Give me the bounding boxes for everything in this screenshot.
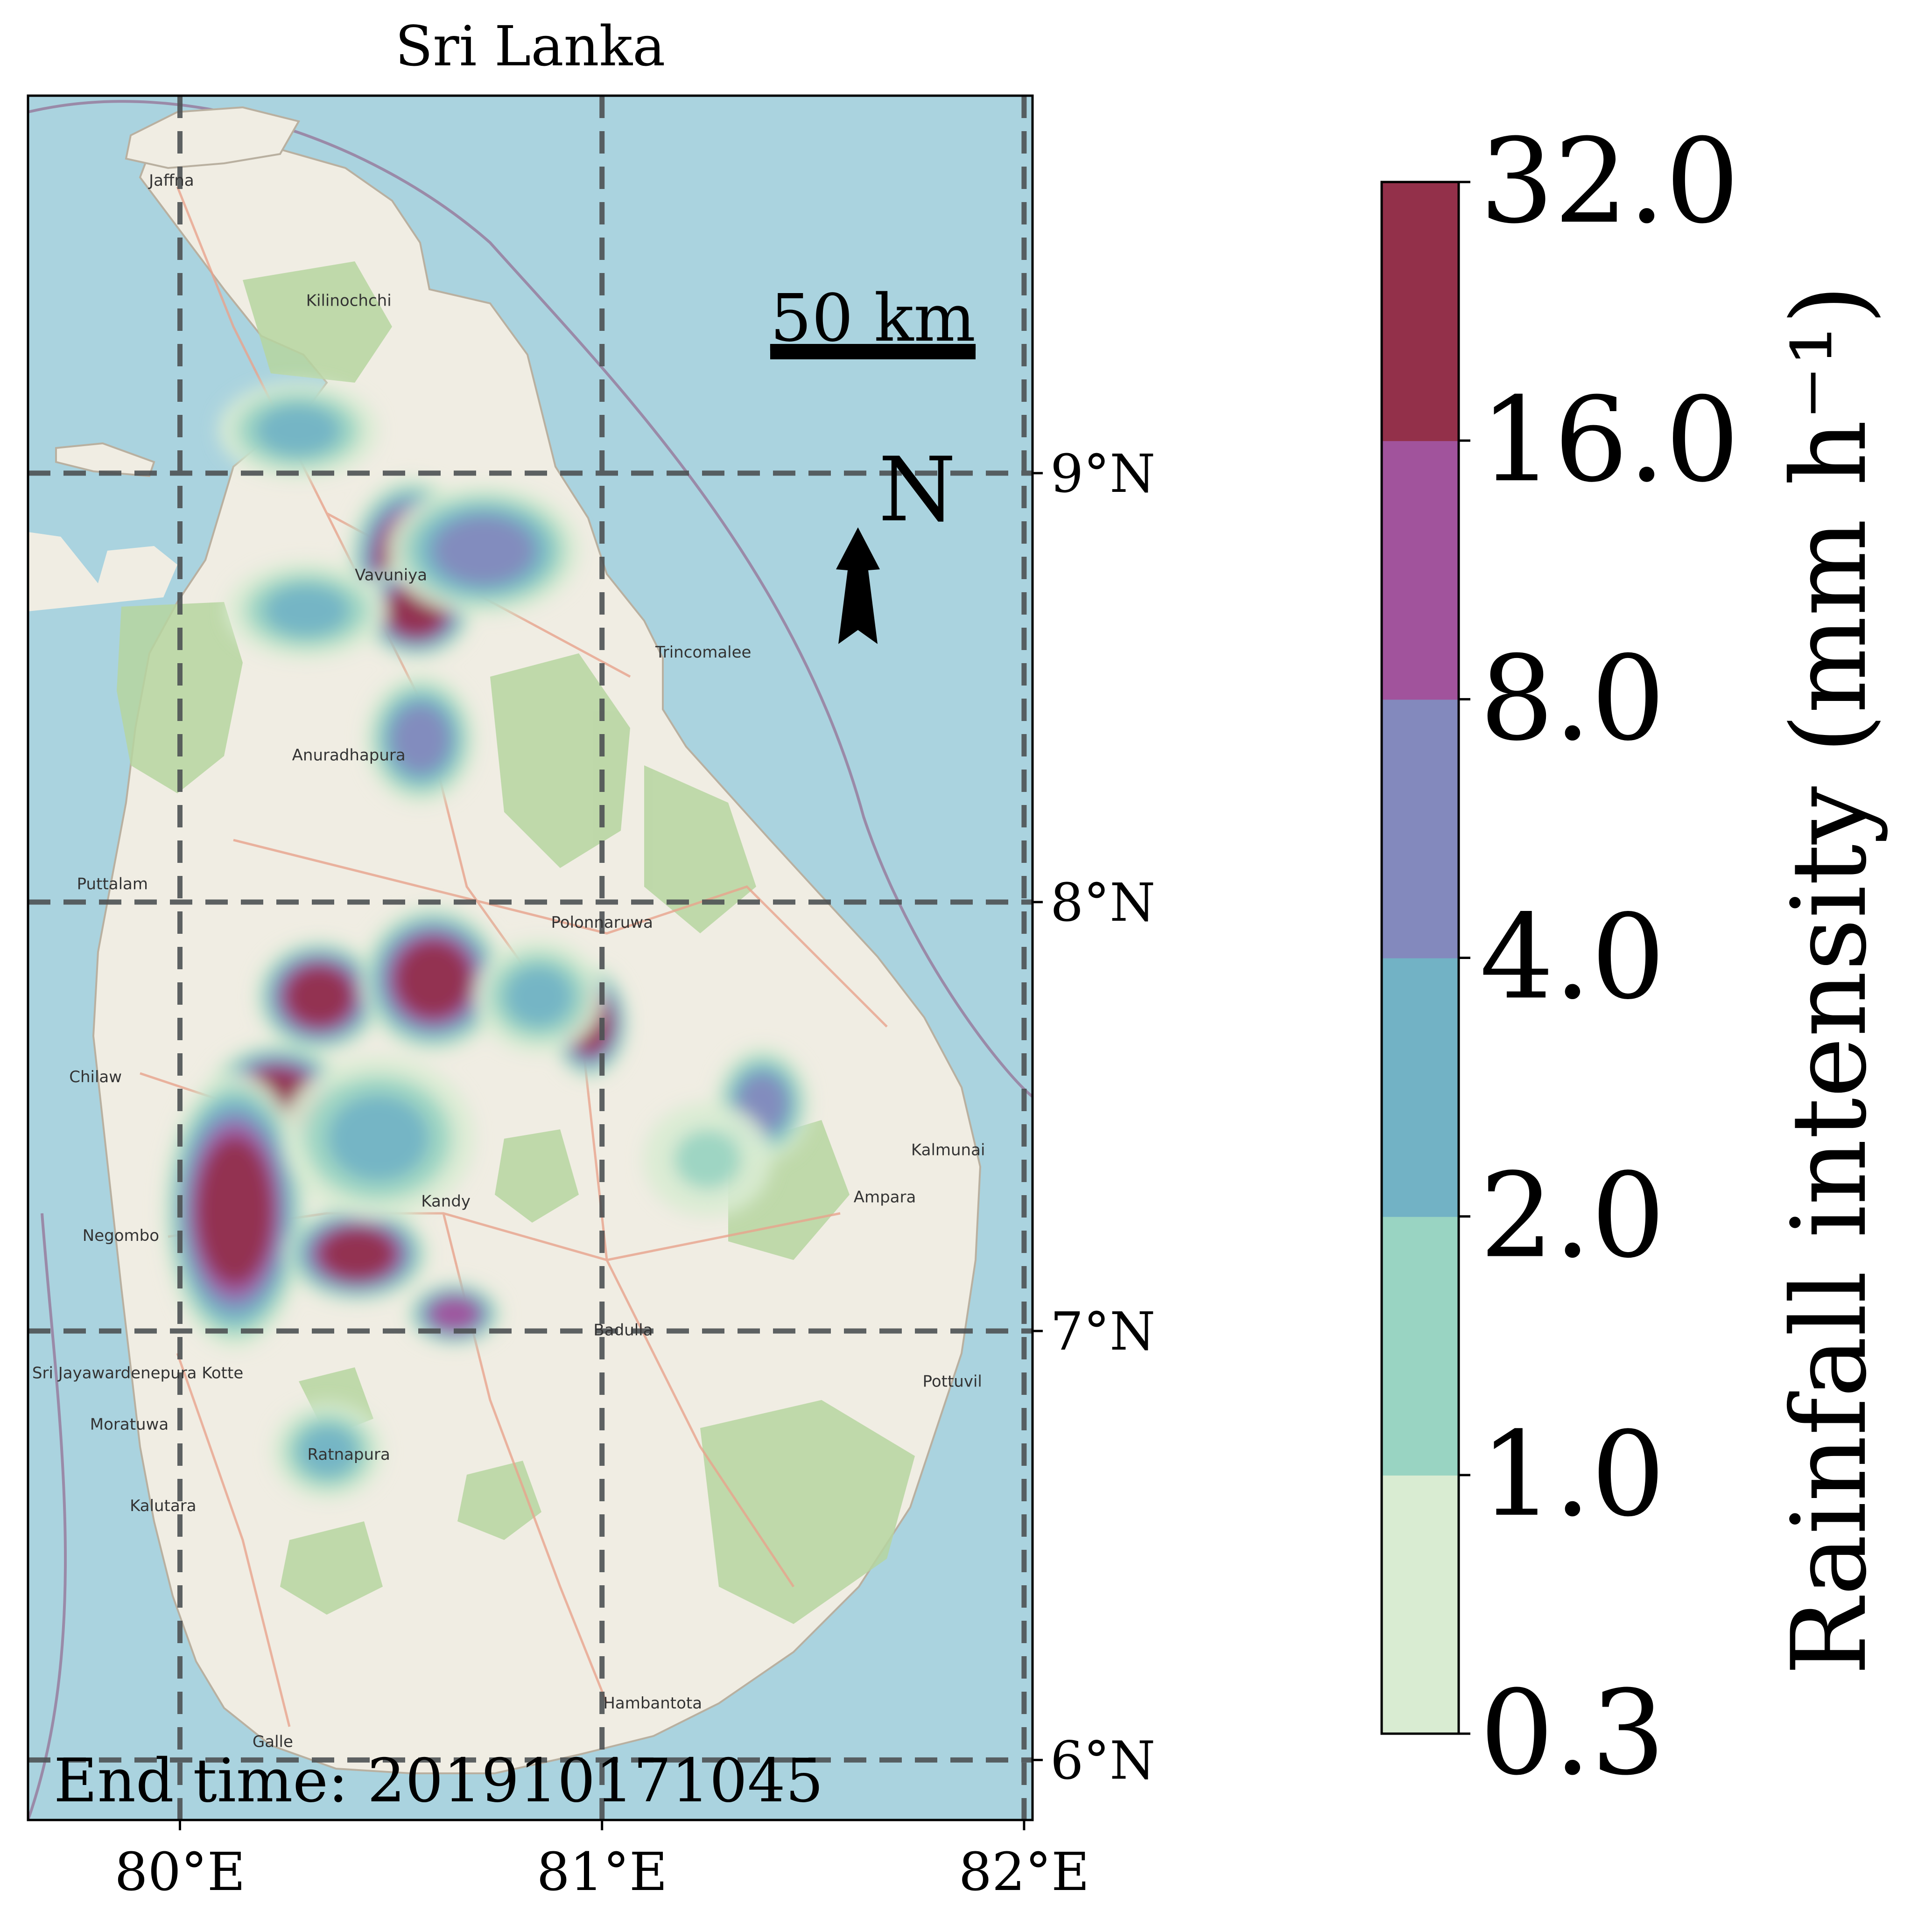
map-title: Sri Lanka <box>395 14 665 78</box>
place-labels: Jaffna Kilinochchi Vavuniya Trincomalee Polo… <box>32 171 985 1751</box>
place-label: Ampara <box>854 1188 916 1206</box>
end-time-label: End time: 201910171045 <box>54 1746 823 1816</box>
rain-cell <box>391 705 450 774</box>
latitude-tick-labels: 9°N 8°N 7°N 6°N <box>1033 444 1155 1791</box>
place-label: Vavuniya <box>355 566 427 585</box>
colorbar-tick-label: 32.0 <box>1480 113 1740 249</box>
place-label: Kilinochchi <box>306 291 392 310</box>
colorbar-tick-label: 0.3 <box>1480 1665 1665 1801</box>
colorbar-tick-label: 1.0 <box>1480 1407 1665 1542</box>
jaffna-peninsula <box>125 106 301 169</box>
place-label: Sri Jayawardenepura Kotte <box>32 1364 243 1382</box>
colorbar-label: Rainfall intensity (mm h⁻¹) <box>1770 285 1889 1675</box>
mannar-island <box>55 442 155 477</box>
rain-cell <box>395 940 471 1018</box>
rain-cell <box>319 1228 395 1280</box>
map-panel[interactable]: Jaffna Kilinochchi Vavuniya Trincomalee Polo… <box>28 96 1033 1820</box>
place-label: Negombo <box>83 1226 159 1245</box>
maritime-boundary-west <box>28 1213 67 1820</box>
longitude-tick-labels: 80°E 81°E 82°E <box>114 1820 1089 1903</box>
place-label: Jaffna <box>148 171 194 190</box>
rain-cell <box>429 1296 480 1331</box>
north-label: N <box>878 438 956 541</box>
place-label: Kalutara <box>130 1497 197 1515</box>
rain-cell <box>327 1095 429 1181</box>
lon-tick-label: 80°E <box>114 1842 245 1903</box>
place-label: Hambantota <box>603 1694 702 1713</box>
north-arrow-icon <box>836 527 880 644</box>
lat-tick-label: 9°N <box>1050 444 1155 504</box>
rainfall-colorbar: 0.3 1.0 2.0 4.0 8.0 16.0 32.0 <box>1380 113 1740 1801</box>
place-label: Polonnaruwa <box>551 913 653 932</box>
place-label: Badulla <box>593 1321 653 1339</box>
rain-cell <box>298 1425 358 1477</box>
place-label: Trincomalee <box>655 643 751 662</box>
lat-tick-label: 8°N <box>1050 873 1155 933</box>
rain-cell <box>674 1129 742 1190</box>
lat-tick-label: 7°N <box>1050 1302 1155 1362</box>
colorbar-segment <box>1382 1216 1459 1476</box>
place-label: Kandy <box>421 1192 471 1211</box>
place-label: Anuradhapura <box>292 746 406 765</box>
place-label: Kalmunai <box>911 1141 985 1159</box>
place-label: Pottuvil <box>923 1372 982 1391</box>
rain-cell <box>433 516 535 585</box>
place-label: Ratnapura <box>308 1445 390 1464</box>
colorbar-segment <box>1382 1475 1459 1734</box>
rain-cell <box>505 966 573 1027</box>
map-frame <box>27 94 1034 1821</box>
colorbar-segment <box>1382 958 1459 1217</box>
rain-cell <box>285 966 353 1027</box>
scale-bar <box>770 349 976 359</box>
india-coast <box>28 532 177 611</box>
colorbar-tick-label: 4.0 <box>1480 889 1665 1025</box>
colorbar-tick-label: 8.0 <box>1480 630 1665 766</box>
rain-cell <box>264 584 349 637</box>
lat-tick-label: 6°N <box>1050 1730 1155 1791</box>
lon-tick-label: 81°E <box>537 1842 667 1903</box>
place-label: Moratuwa <box>90 1415 169 1434</box>
lon-tick-label: 82°E <box>959 1842 1089 1903</box>
colorbar-segment <box>1382 182 1459 441</box>
colorbar-segment <box>1382 699 1459 959</box>
colorbar-tick-label: 16.0 <box>1480 372 1740 508</box>
place-label: Galle <box>253 1733 293 1751</box>
colorbar-tick-label: 2.0 <box>1480 1148 1665 1284</box>
rain-cell <box>256 404 341 456</box>
scale-bar-label: 50 km <box>770 280 976 357</box>
place-label: Puttalam <box>77 875 148 893</box>
place-label: Chilaw <box>69 1068 122 1086</box>
rain-cell <box>197 1138 273 1284</box>
colorbar-segment <box>1382 441 1459 700</box>
rainfall-overlay <box>162 381 811 1500</box>
lat-lon-gridlines <box>28 96 1033 1820</box>
